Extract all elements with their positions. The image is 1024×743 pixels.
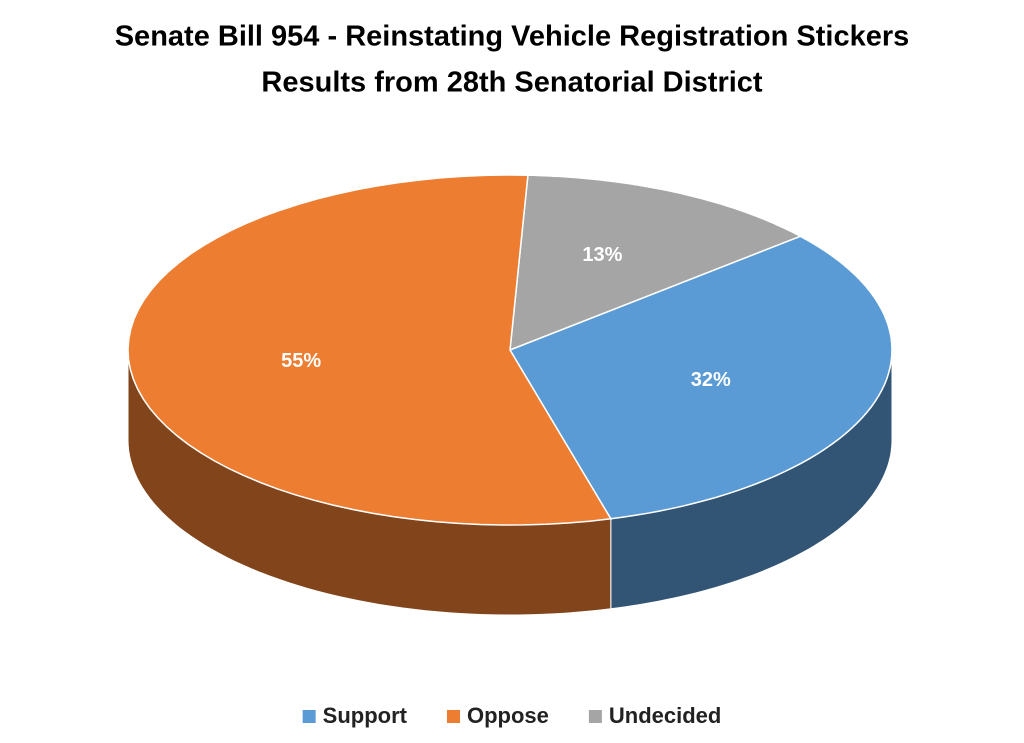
legend: Support Oppose Undecided	[302, 703, 721, 728]
legend-swatch	[588, 710, 602, 723]
legend-label: Oppose	[467, 703, 549, 728]
pie-slice	[127, 174, 613, 526]
data-label: 13%	[582, 244, 622, 266]
pie-labels: 13% 32% 55%	[281, 244, 731, 391]
legend-label: Support	[323, 703, 408, 728]
legend-label: Undecided	[609, 703, 721, 728]
pie-slice	[508, 235, 893, 520]
chart-title: Senate Bill 954 - Reinstating Vehicle Re…	[115, 21, 910, 53]
pie-slice	[509, 174, 803, 352]
data-label: 55%	[281, 350, 321, 372]
legend-swatch	[446, 710, 460, 723]
pie-tops	[127, 174, 893, 526]
chart-subtitle: Results from 28th Senatorial District	[261, 67, 763, 99]
data-label: 32%	[691, 369, 731, 391]
legend-swatch	[302, 710, 316, 723]
